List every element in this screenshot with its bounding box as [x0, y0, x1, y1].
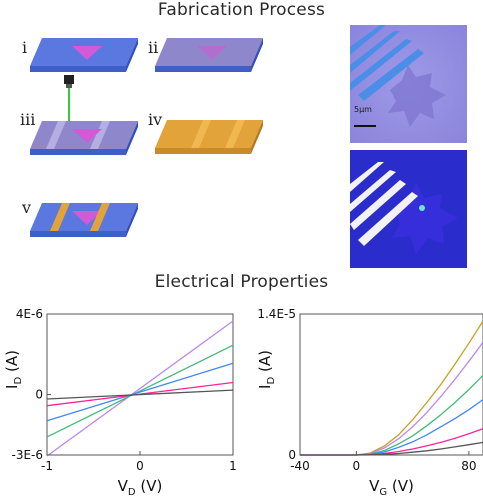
series-line-2 — [46, 362, 234, 422]
electrode-fingers — [350, 162, 418, 246]
gold-side — [251, 120, 263, 154]
step-v-diagram — [30, 203, 138, 237]
electrode-fingers — [350, 25, 424, 101]
electrode — [90, 203, 110, 231]
flake — [72, 211, 102, 225]
step-iv-diagram — [155, 120, 263, 154]
series-line-5 — [300, 441, 483, 456]
electrical-title: Electrical Properties — [154, 272, 329, 292]
step-i-diagram — [30, 38, 138, 72]
y-axis-label: ID (A) — [3, 350, 24, 389]
substrate-front — [30, 149, 126, 155]
x-axis-label: VG (V) — [369, 477, 414, 498]
laser-nozzle — [66, 84, 72, 88]
plot-frame — [46, 313, 234, 456]
laser-head — [64, 75, 74, 84]
x-tick-label: 0 — [352, 459, 360, 473]
x-tick-label: -1 — [41, 459, 53, 473]
substrate-side — [126, 121, 138, 155]
step-label-iii: iii — [20, 110, 36, 129]
optical-micrograph — [350, 25, 467, 143]
x-tick-label: 1 — [229, 459, 237, 473]
fluorescence-micrograph — [350, 150, 467, 268]
step-label-ii: ii — [148, 38, 159, 57]
series-line-0 — [300, 320, 483, 456]
series-line-4 — [46, 389, 234, 400]
substrate-front — [30, 231, 126, 237]
x-tick-label: -40 — [290, 459, 310, 473]
written-line — [90, 121, 110, 149]
scale-bar — [354, 125, 376, 127]
substrate-front — [30, 66, 126, 72]
series-line-4 — [300, 428, 483, 456]
step-label-v: v — [22, 198, 32, 217]
x-tick-label: 0 — [136, 459, 144, 473]
x-axis-label: VD (V) — [118, 477, 163, 498]
substrate-front — [155, 66, 251, 72]
id-vd-chart: -1 0 1 4E-6 0 -3E-6 VD (V) ID (A) — [3, 307, 237, 498]
series-line-1 — [46, 344, 234, 438]
flake — [72, 129, 102, 143]
series-line-0 — [46, 320, 234, 457]
substrate-side — [126, 38, 138, 72]
written-line — [46, 121, 66, 149]
substrate-side — [126, 203, 138, 237]
y-tick-label: 4E-6 — [16, 307, 43, 321]
step-label-i: i — [22, 38, 28, 57]
emission-spot — [419, 205, 425, 211]
gold-front — [155, 148, 251, 154]
plot-frame — [299, 313, 483, 456]
flake — [72, 46, 102, 60]
y-tick-label: 0 — [35, 388, 43, 402]
y-axis-label: ID (A) — [256, 350, 277, 389]
scale-bar-label: 5μm — [354, 105, 372, 114]
x-tick-label: 80 — [461, 459, 476, 473]
step-iii-diagram — [30, 75, 138, 155]
step-ii-diagram — [155, 38, 263, 72]
y-tick-label: -3E-6 — [11, 448, 43, 462]
flake-star — [388, 65, 446, 127]
flake — [197, 46, 227, 60]
step-label-iv: iv — [148, 110, 163, 129]
fabrication-title: Fabrication Process — [157, 0, 326, 20]
gold-line — [191, 120, 211, 148]
y-tick-label: 1.4E-5 — [257, 307, 296, 321]
substrate-side — [251, 38, 263, 72]
electrode — [50, 203, 70, 231]
y-tick-label: 0 — [288, 448, 296, 462]
gold-line — [225, 120, 245, 148]
